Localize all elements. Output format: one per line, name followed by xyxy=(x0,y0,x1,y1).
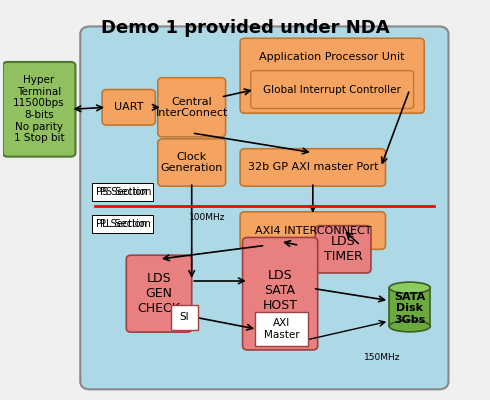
Ellipse shape xyxy=(389,282,430,294)
Text: UART: UART xyxy=(114,102,144,112)
Text: Global Interrupt Controller: Global Interrupt Controller xyxy=(263,84,401,94)
Text: Application Processor Unit: Application Processor Unit xyxy=(259,52,405,62)
FancyBboxPatch shape xyxy=(240,212,386,249)
Text: 100MHz: 100MHz xyxy=(189,213,226,222)
Text: Central
InterConnect: Central InterConnect xyxy=(155,96,228,118)
Text: Demo 1 provided under NDA: Demo 1 provided under NDA xyxy=(100,18,390,36)
Text: PL Section: PL Section xyxy=(96,219,147,229)
Text: 32b GP AXI master Port: 32b GP AXI master Port xyxy=(247,162,378,172)
Text: 150MHz: 150MHz xyxy=(364,353,400,362)
Ellipse shape xyxy=(389,320,430,332)
FancyBboxPatch shape xyxy=(93,183,153,201)
FancyBboxPatch shape xyxy=(3,62,75,157)
Text: PS Section: PS Section xyxy=(96,187,147,197)
FancyBboxPatch shape xyxy=(255,312,308,346)
Text: LDS
GEN
CHECK: LDS GEN CHECK xyxy=(138,272,180,315)
Text: AXI4 INTERCONNECT: AXI4 INTERCONNECT xyxy=(255,226,371,236)
Text: Hyper
Terminal
11500bps
8-bits
No parity
1 Stop bit: Hyper Terminal 11500bps 8-bits No parity… xyxy=(13,75,65,143)
FancyBboxPatch shape xyxy=(251,71,414,108)
FancyBboxPatch shape xyxy=(315,226,371,273)
FancyBboxPatch shape xyxy=(389,288,430,326)
Text: SI: SI xyxy=(180,312,190,322)
Text: SATA
Disk
3Gbs: SATA Disk 3Gbs xyxy=(394,292,425,325)
FancyBboxPatch shape xyxy=(240,38,424,113)
FancyBboxPatch shape xyxy=(158,139,225,186)
Text: PL Section: PL Section xyxy=(99,219,150,229)
FancyBboxPatch shape xyxy=(243,238,318,350)
FancyBboxPatch shape xyxy=(126,255,192,332)
FancyBboxPatch shape xyxy=(93,214,153,233)
Text: PS Section: PS Section xyxy=(99,187,151,197)
FancyBboxPatch shape xyxy=(158,78,225,137)
Text: Clock
Generation: Clock Generation xyxy=(161,152,223,173)
FancyBboxPatch shape xyxy=(172,304,198,330)
Text: LDS
SATA
HOST
IP: LDS SATA HOST IP xyxy=(263,269,297,327)
Text: AXI
Master: AXI Master xyxy=(264,318,299,340)
Text: LDS
TIMER: LDS TIMER xyxy=(324,235,363,263)
FancyBboxPatch shape xyxy=(102,90,155,125)
FancyBboxPatch shape xyxy=(240,149,386,186)
FancyBboxPatch shape xyxy=(80,26,448,389)
